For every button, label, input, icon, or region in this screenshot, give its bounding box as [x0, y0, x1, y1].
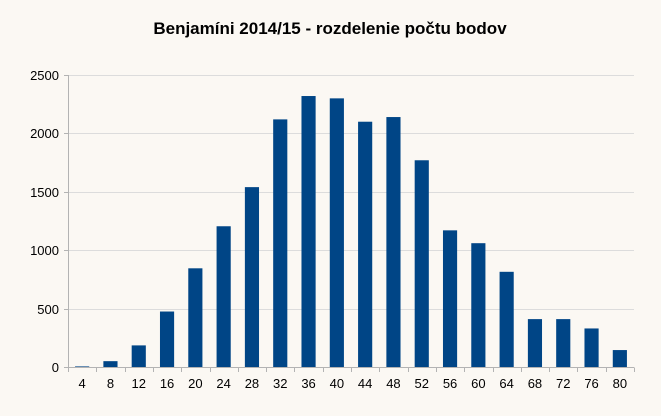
- y-tick-label: 2000: [30, 126, 59, 141]
- x-tick-label: 40: [330, 376, 344, 391]
- bar: [216, 226, 231, 367]
- bar: [584, 328, 599, 367]
- x-tick-label: 44: [358, 376, 372, 391]
- x-tick-label: 56: [443, 376, 457, 391]
- x-tick-label: 4: [79, 376, 86, 391]
- x-tick-label: 68: [528, 376, 542, 391]
- axes: [64, 75, 635, 372]
- bar: [159, 311, 175, 367]
- y-axis-tick-labels: 0 500 1000 1500 2000 2500: [30, 68, 59, 375]
- bars: [75, 96, 627, 368]
- bar: [556, 319, 571, 367]
- x-tick-label: 52: [415, 376, 429, 391]
- bar: [131, 345, 146, 367]
- bar: [527, 319, 543, 367]
- bar: [414, 160, 429, 367]
- bar: [329, 98, 344, 368]
- bar: [75, 366, 90, 367]
- x-tick-label: 20: [188, 376, 202, 391]
- x-tick-label: 12: [132, 376, 146, 391]
- chart-title: Benjamíni 2014/15 - rozdelenie počtu bod…: [153, 19, 507, 38]
- gridlines: [68, 75, 634, 310]
- x-tick-label: 28: [245, 376, 259, 391]
- x-tick-label: 36: [301, 376, 315, 391]
- x-axis-tick-labels: 4 8 12 16 20 24 28 32 36 40 44 48 52 56 60 64 68 72 76 80: [79, 376, 628, 391]
- bar: [442, 230, 458, 367]
- y-tick-label: 500: [37, 302, 59, 317]
- bar: [244, 187, 260, 367]
- y-tick-label: 1000: [30, 243, 59, 258]
- bar: [273, 119, 288, 367]
- x-tick-label: 48: [386, 376, 400, 391]
- y-tick-label: 0: [52, 360, 59, 375]
- bar: [301, 96, 316, 368]
- bar: [471, 243, 486, 367]
- x-tick-label: 24: [216, 376, 230, 391]
- y-tick-label: 1500: [30, 185, 59, 200]
- x-tick-label: 76: [584, 376, 598, 391]
- x-tick-label: 32: [273, 376, 287, 391]
- x-tick-label: 80: [613, 376, 627, 391]
- bar: [612, 350, 627, 367]
- x-tick-label: 16: [160, 376, 174, 391]
- x-tick-label: 8: [107, 376, 114, 391]
- bar: [188, 268, 203, 367]
- x-tick-label: 64: [499, 376, 513, 391]
- y-tick-label: 2500: [30, 68, 59, 83]
- x-tick-label: 72: [556, 376, 570, 391]
- bar: [103, 361, 118, 367]
- bar: [358, 121, 373, 367]
- bar: [386, 117, 401, 367]
- x-tick-label: 60: [471, 376, 485, 391]
- bar: [499, 271, 514, 367]
